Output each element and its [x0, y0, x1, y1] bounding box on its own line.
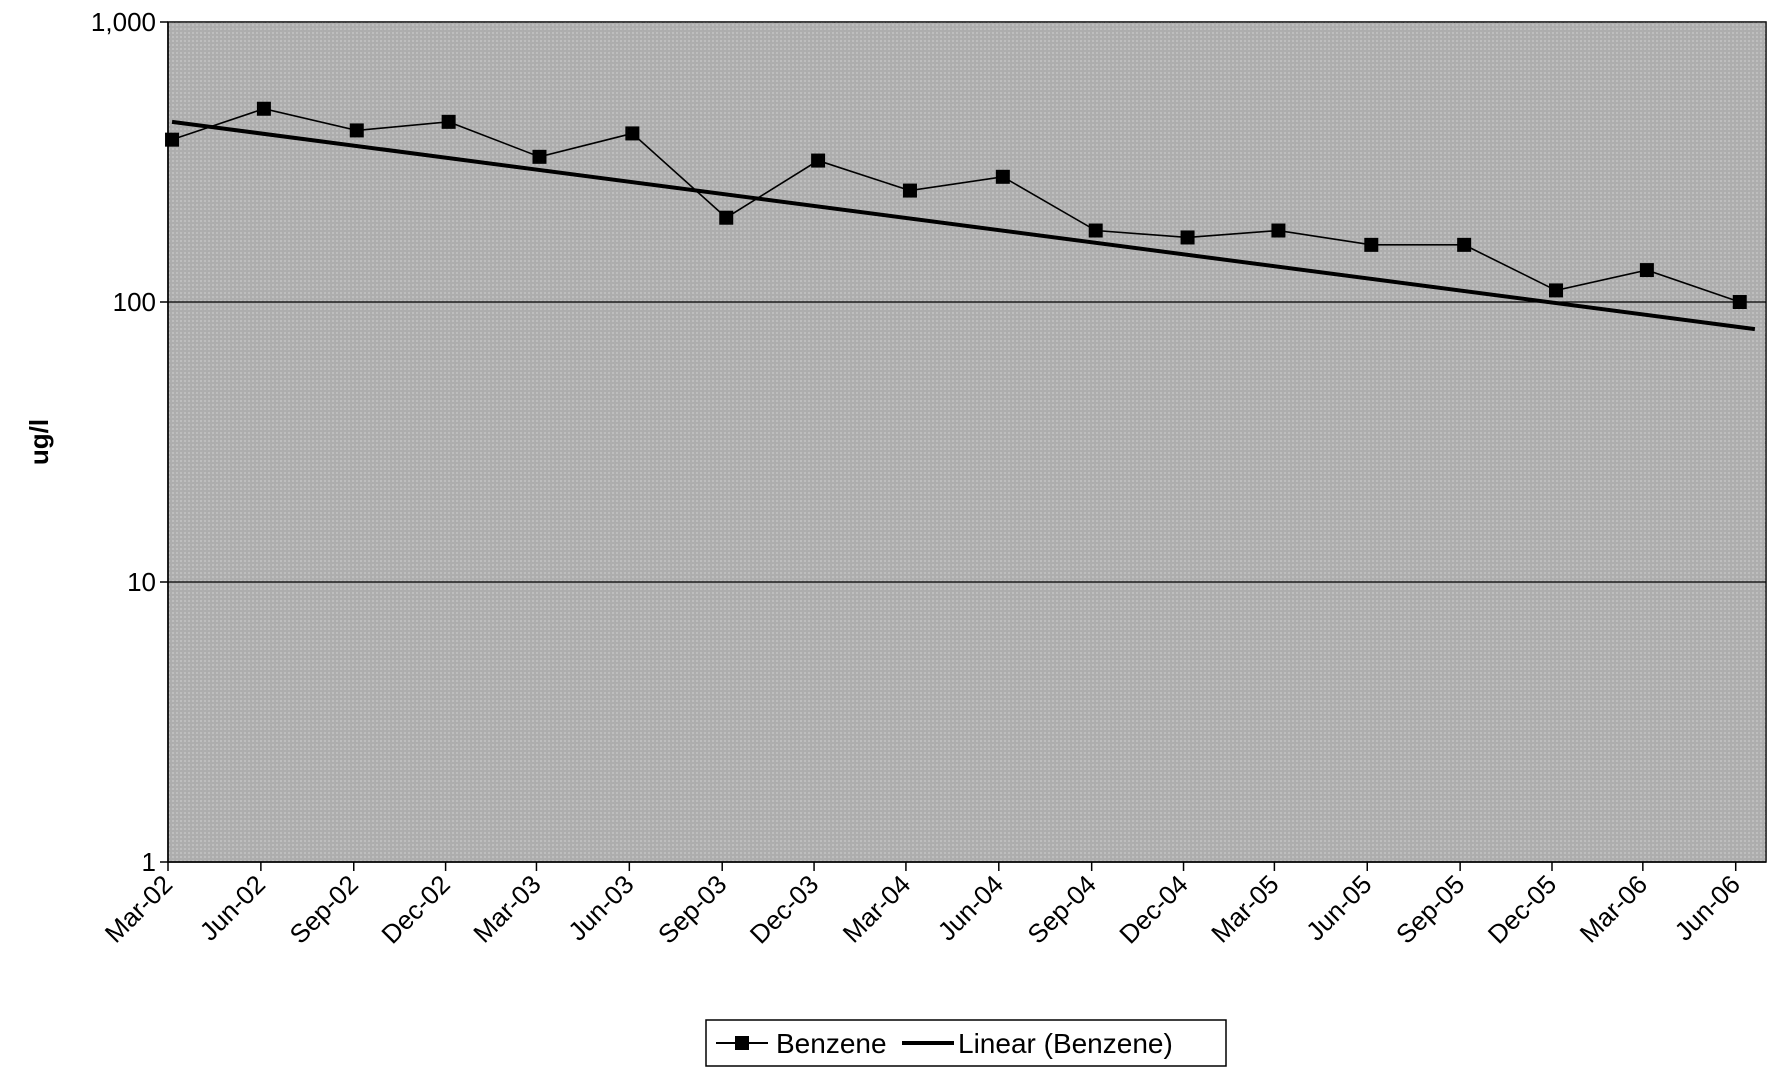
legend-benzene-marker	[735, 1036, 749, 1050]
y-axis: 1,000 100 10 1	[91, 7, 169, 877]
y-tick-label: 100	[113, 287, 156, 317]
x-tick-label: Jun-04	[932, 869, 1009, 946]
benzene-data-point	[995, 169, 1010, 184]
x-tick-label: Dec-03	[744, 869, 824, 949]
benzene-data-point	[1364, 237, 1379, 252]
x-tick-label: Mar-06	[1574, 869, 1653, 948]
x-tick-label: Dec-04	[1113, 869, 1193, 949]
x-tick-label: Mar-05	[1205, 869, 1284, 948]
x-tick-label: Jun-06	[1669, 869, 1746, 946]
benzene-data-point	[165, 132, 180, 147]
trendline-linear-benzene	[171, 119, 1756, 332]
legend-item-benzene: Benzene	[776, 1028, 887, 1059]
y-tick-label: 10	[127, 567, 156, 597]
x-tick-label: Mar-03	[467, 869, 546, 948]
legend-item-linear-benzene: Linear (Benzene)	[958, 1028, 1173, 1059]
y-axis-title: ug/l	[24, 419, 54, 465]
x-tick-label: Sep-05	[1390, 869, 1470, 949]
benzene-data-point	[1271, 223, 1286, 238]
benzene-data-point	[1639, 263, 1654, 278]
benzene-data-point	[1732, 295, 1747, 309]
benzene-data-point	[256, 101, 271, 116]
x-tick-label: Jun-05	[1300, 869, 1377, 946]
x-tick-label: Dec-02	[375, 869, 455, 949]
benzene-data-point	[532, 149, 547, 164]
benzene-data-point	[811, 153, 826, 168]
y-tick-label: 1	[142, 847, 156, 877]
legend-box	[705, 1019, 1227, 1067]
benzene-data-point	[1180, 230, 1195, 245]
x-tick-label: Sep-02	[283, 869, 363, 949]
plot-texture	[168, 22, 1766, 862]
x-tick-label: Sep-03	[652, 869, 732, 949]
gridlines	[168, 301, 1766, 583]
benzene-data-point	[1457, 237, 1472, 252]
series-line-benzene	[171, 107, 1741, 303]
x-tick-label: Dec-05	[1482, 869, 1562, 949]
benzene-data-point	[349, 123, 364, 138]
x-tick-label: Jun-02	[194, 869, 271, 946]
x-tick-label: Mar-02	[99, 869, 178, 948]
legend: Benzene Linear (Benzene)	[705, 1019, 1227, 1067]
y-tick-label: 1,000	[91, 7, 156, 37]
benzene-data-point	[1549, 283, 1564, 298]
benzene-data-point	[719, 210, 734, 225]
benzene-data-point	[441, 114, 456, 129]
x-tick-label: Sep-04	[1021, 869, 1101, 949]
x-tick-label: Mar-04	[837, 869, 916, 948]
benzene-data-point	[625, 126, 640, 141]
x-tick-label: Jun-03	[562, 869, 639, 946]
benzene-data-point	[902, 183, 917, 198]
benzene-data-point	[1088, 223, 1103, 238]
x-axis: Mar-02 Jun-02 Sep-02 Dec-02 Mar-03 Jun-03 Sep-…	[99, 861, 1766, 950]
series-layer	[165, 101, 1756, 332]
